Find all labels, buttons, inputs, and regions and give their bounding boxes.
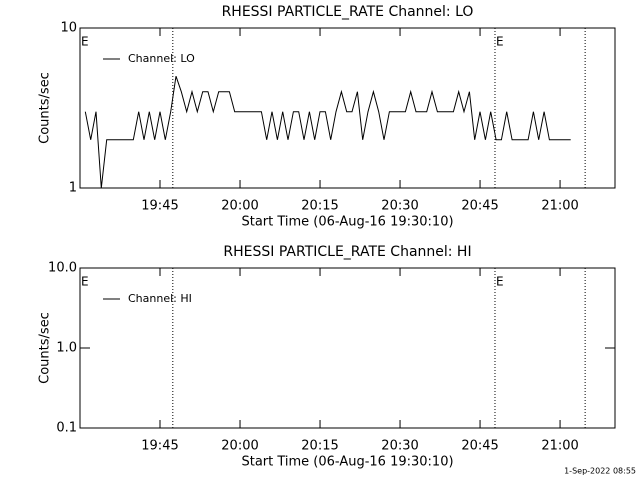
- x-axis-label: Start Time (06-Aug-16 19:30:10): [241, 455, 453, 470]
- x-tick-label: 20:15: [301, 199, 338, 214]
- y-axis-label: Counts/sec: [38, 312, 53, 384]
- plot-frame: [79, 27, 616, 189]
- y-tick-label: 10.0: [48, 261, 77, 276]
- annotation: E: [81, 275, 89, 289]
- chart-title: RHESSI PARTICLE_RATE Channel: HI: [223, 244, 471, 260]
- annotation: E: [496, 275, 504, 289]
- x-tick-label: 20:00: [221, 439, 258, 454]
- legend-label: Channel: HI: [128, 292, 192, 305]
- footer: 1-Sep-2022 08:55: [564, 467, 636, 476]
- x-tick-label: 20:15: [301, 439, 338, 454]
- x-tick-label: 20:00: [221, 199, 258, 214]
- annotation: E: [496, 35, 504, 49]
- x-tick-label: 20:30: [381, 439, 418, 454]
- legend-label: Channel: LO: [128, 52, 195, 65]
- annotation: E: [81, 35, 89, 49]
- y-tick-label: 10: [60, 21, 77, 36]
- y-tick-label: 1: [69, 181, 77, 196]
- x-tick-label: 20:45: [461, 439, 498, 454]
- data-line: [84, 76, 571, 189]
- x-tick-label: 21:00: [541, 439, 578, 454]
- x-tick-label: 19:45: [141, 199, 178, 214]
- y-tick-label: 0.1: [56, 421, 77, 436]
- y-axis-label: Counts/sec: [38, 72, 53, 144]
- chart-title: RHESSI PARTICLE_RATE Channel: LO: [222, 4, 474, 20]
- x-tick-label: 20:45: [461, 199, 498, 214]
- x-tick-label: 20:30: [381, 199, 418, 214]
- x-tick-label: 19:45: [141, 439, 178, 454]
- x-axis-label: Start Time (06-Aug-16 19:30:10): [241, 215, 453, 230]
- y-tick-label: 1.0: [56, 341, 77, 356]
- x-tick-label: 21:00: [541, 199, 578, 214]
